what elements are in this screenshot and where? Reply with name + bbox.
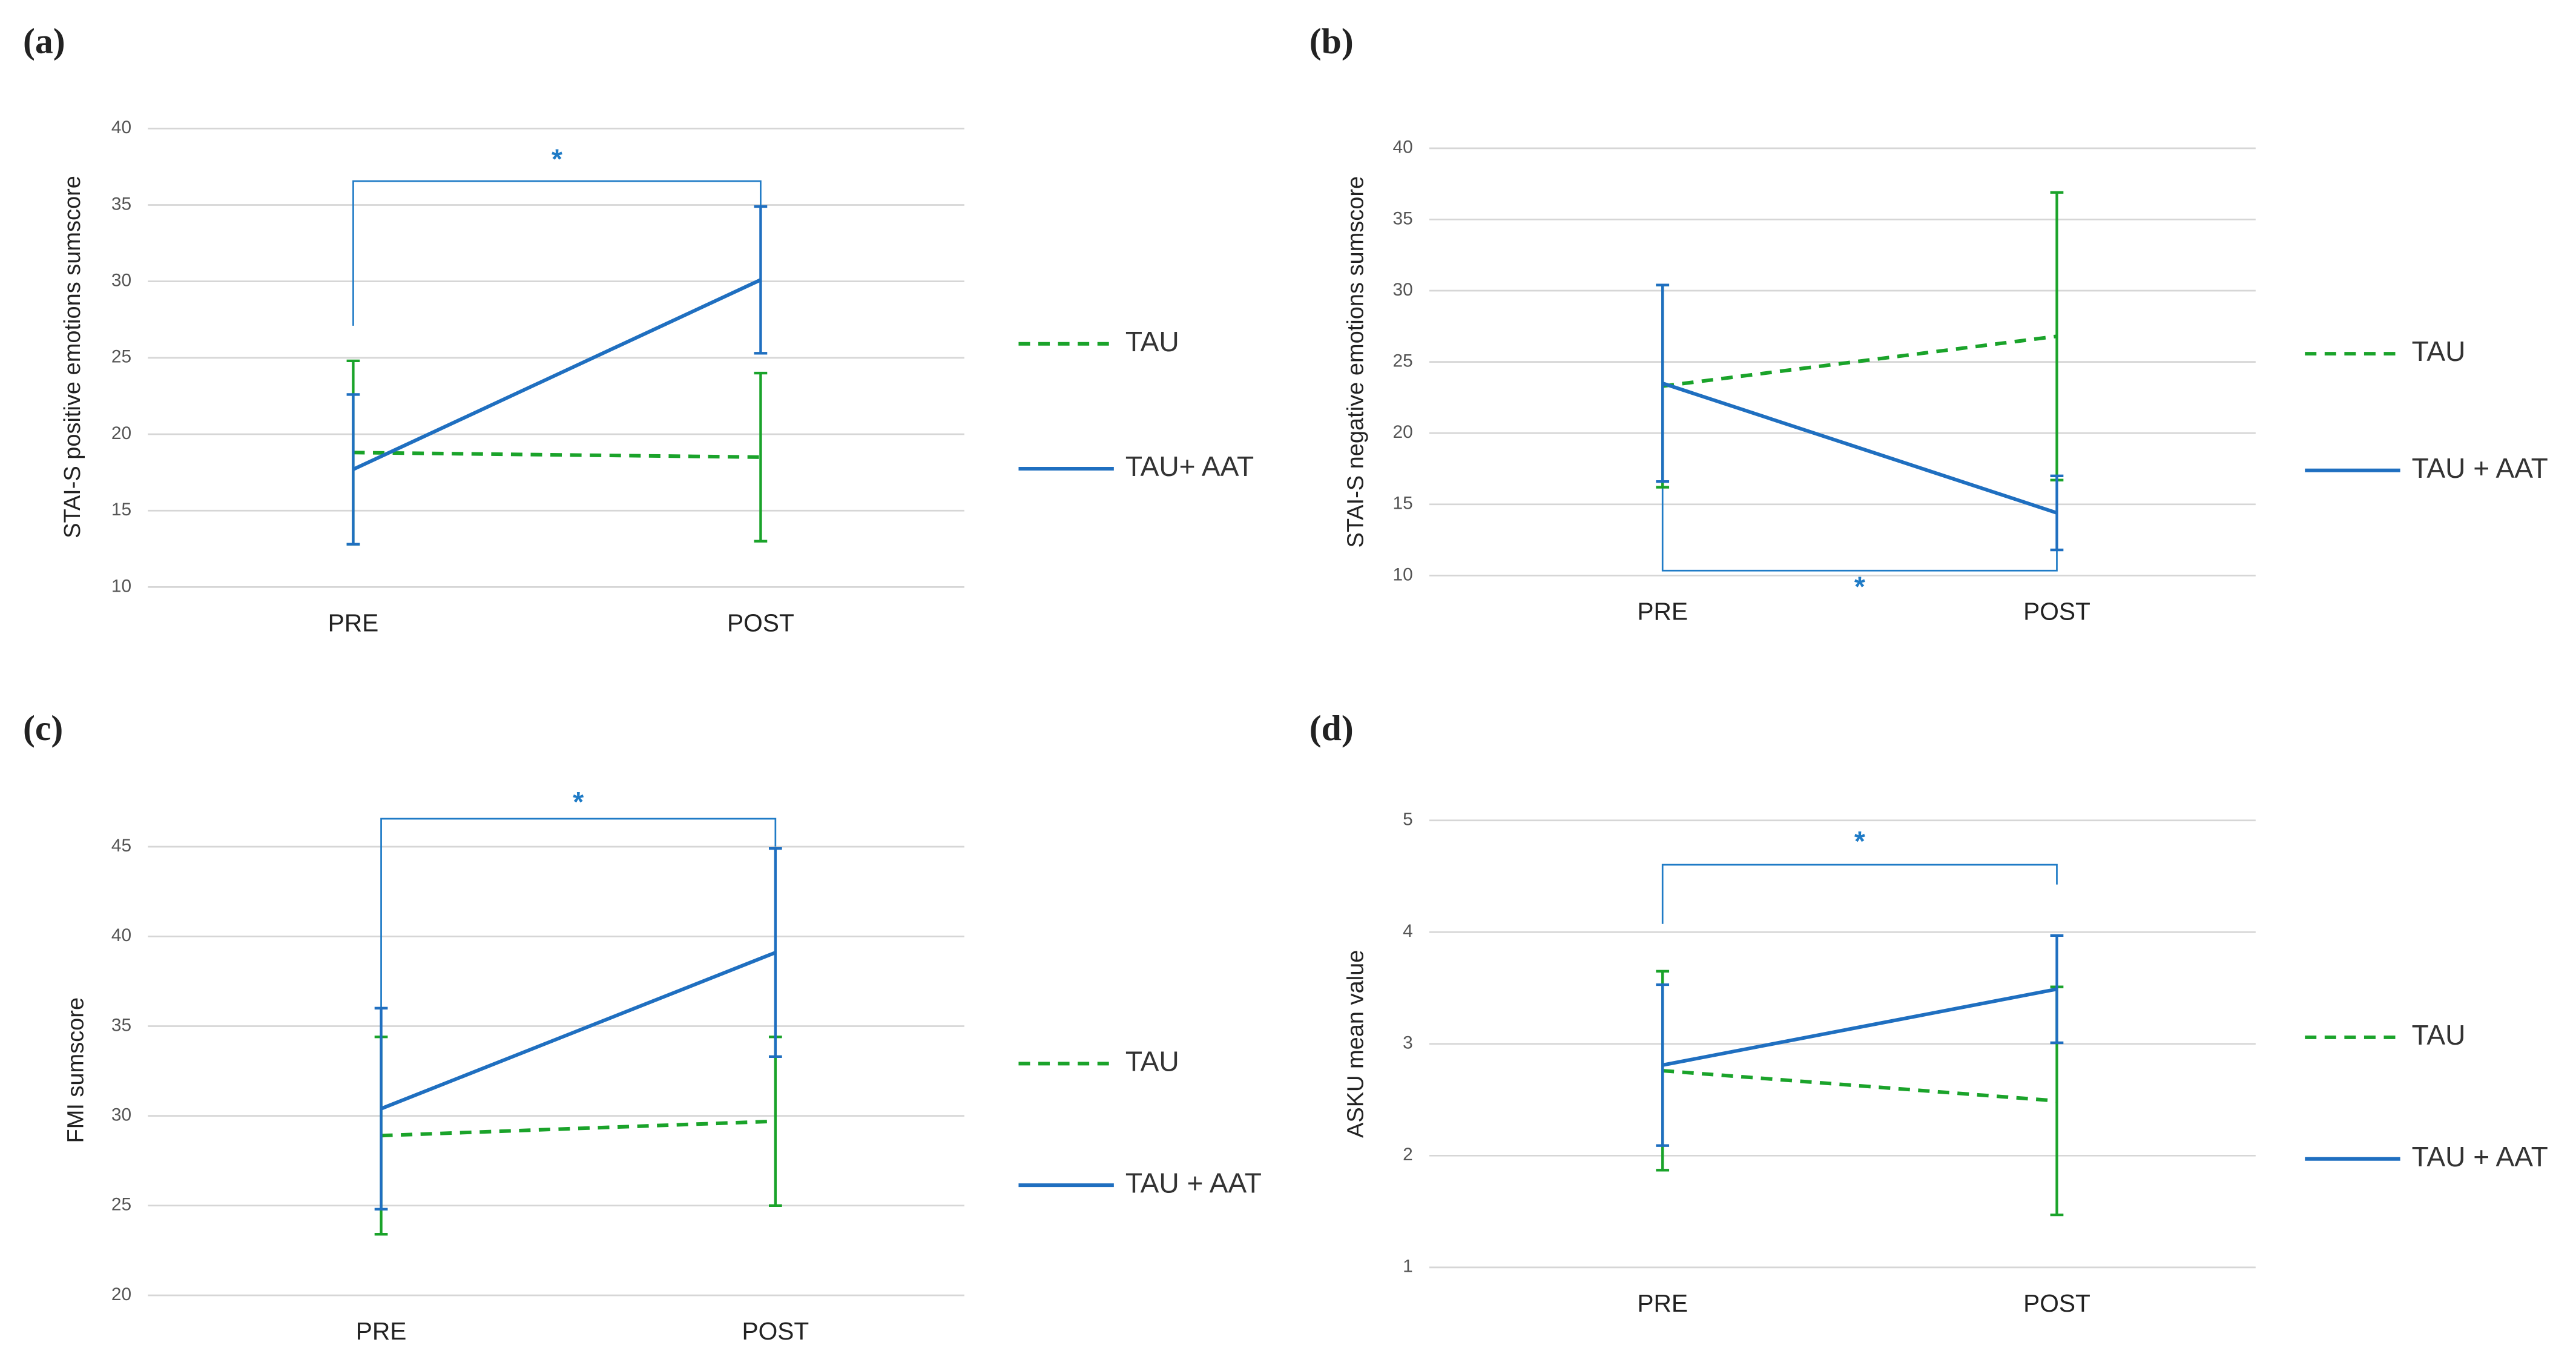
x-tick-label: PRE — [328, 609, 379, 637]
legend-label: TAU+ AAT — [1125, 451, 1254, 482]
panel-label: (a) — [23, 21, 65, 61]
y-tick-label: 40 — [111, 925, 131, 945]
y-tick-label: 25 — [1393, 351, 1413, 371]
y-axis-label: ASKU mean value — [1343, 950, 1369, 1138]
x-tick-label: PRE — [356, 1317, 407, 1345]
series-line — [1662, 987, 2058, 1067]
y-tick-label: 30 — [1393, 280, 1413, 300]
y-tick-label: 3 — [1403, 1033, 1413, 1053]
y-tick-label: 45 — [111, 836, 131, 856]
x-tick-label: PRE — [1637, 598, 1688, 626]
x-tick-label: POST — [727, 609, 794, 637]
x-tick-label: PRE — [1637, 1289, 1688, 1317]
y-tick-label: 35 — [1393, 208, 1413, 228]
y-tick-label: 10 — [1393, 564, 1413, 584]
series-line — [1662, 1069, 2057, 1103]
x-tick-label: POST — [2023, 598, 2090, 626]
panel-label: (d) — [1309, 708, 1354, 748]
y-tick-label: 1 — [1403, 1257, 1413, 1277]
significance-bracket — [1661, 864, 2058, 924]
significance-bracket — [352, 180, 762, 326]
legend-label: TAU — [2412, 335, 2466, 367]
y-tick-label: 30 — [111, 1105, 131, 1125]
y-tick-label: 35 — [111, 1015, 131, 1035]
y-axis-label: STAI-S positive emotions sumscore — [60, 176, 85, 538]
x-tick-label: POST — [742, 1317, 809, 1345]
legend-label: TAU — [1125, 1046, 1179, 1077]
significance-bracket — [1661, 382, 2058, 572]
y-tick-label: 40 — [111, 117, 131, 137]
significance-star: * — [552, 144, 562, 175]
significance-star: * — [1854, 825, 1865, 857]
significance-bracket — [380, 818, 777, 1029]
y-tick-label: 30 — [111, 271, 131, 291]
panel-label: (b) — [1309, 21, 1354, 61]
legend-label: TAU — [2412, 1019, 2466, 1051]
series-line — [352, 278, 762, 471]
y-tick-label: 25 — [111, 347, 131, 367]
significance-star: * — [1854, 570, 1865, 602]
y-tick-label: 2 — [1403, 1145, 1413, 1165]
legend-label: TAU + AAT — [2412, 1141, 2548, 1172]
series-line — [353, 451, 761, 459]
panel-label: (c) — [23, 708, 63, 748]
y-tick-label: 20 — [111, 1284, 131, 1304]
y-axis-label: STAI-S negative emotions sumscore — [1343, 176, 1369, 548]
y-tick-label: 35 — [111, 194, 131, 214]
series-line — [1662, 334, 2057, 388]
series-line — [380, 951, 776, 1111]
y-tick-label: 25 — [111, 1195, 131, 1215]
legend-label: TAU + AAT — [1125, 1167, 1262, 1198]
y-axis-label: FMI sumscore — [64, 997, 89, 1143]
significance-star: * — [573, 786, 584, 818]
series-line — [1662, 382, 2058, 515]
y-tick-label: 5 — [1403, 810, 1413, 830]
y-tick-label: 15 — [1393, 494, 1413, 514]
y-tick-label: 10 — [111, 576, 131, 596]
legend-label: TAU — [1125, 326, 1179, 357]
y-tick-label: 4 — [1403, 921, 1413, 941]
y-tick-label: 20 — [111, 423, 131, 443]
legend-label: TAU + AAT — [2412, 452, 2548, 484]
x-tick-label: POST — [2023, 1289, 2090, 1317]
y-tick-label: 15 — [111, 500, 131, 520]
y-tick-label: 40 — [1393, 137, 1413, 157]
series-line — [381, 1119, 776, 1138]
y-tick-label: 20 — [1393, 422, 1413, 442]
